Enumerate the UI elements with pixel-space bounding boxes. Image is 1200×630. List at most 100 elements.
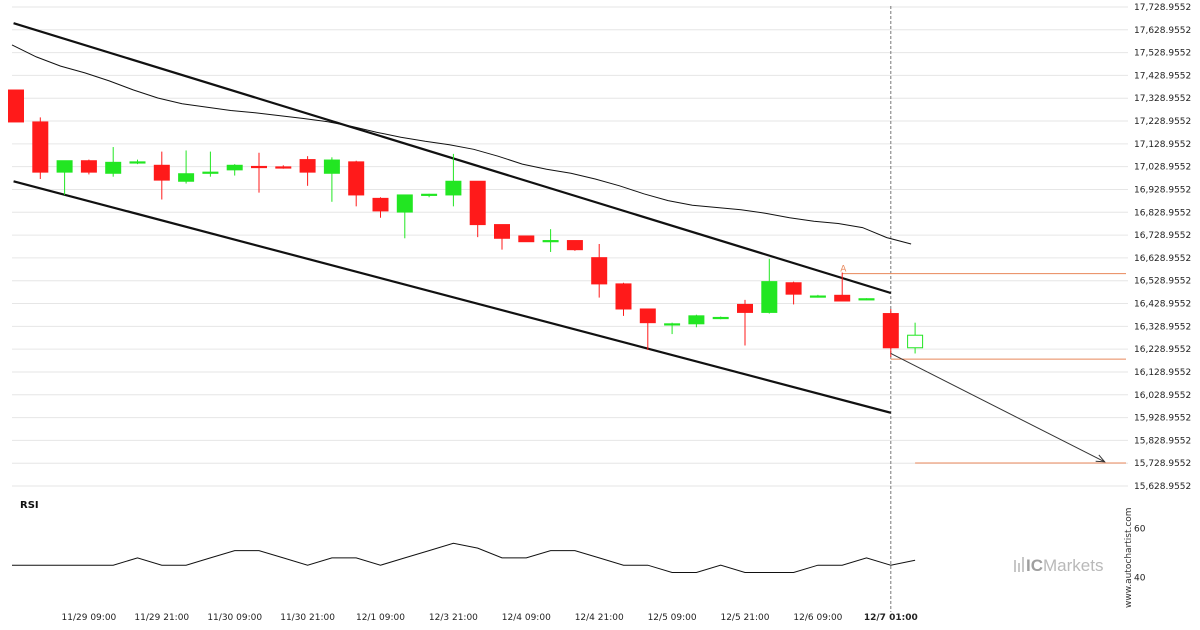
candle-body: [421, 193, 438, 196]
candle: [688, 314, 705, 328]
candle-body: [761, 281, 778, 313]
candle-body: [737, 303, 753, 313]
candle: [153, 151, 170, 200]
candle: [129, 159, 146, 165]
trend-channel: [13, 22, 892, 414]
time-tick-label: 12/4 09:00: [502, 613, 551, 623]
candle: [80, 159, 97, 175]
price-tick-label: 16,328.9552: [1134, 322, 1191, 332]
watermark: www.autochartist.com ICMarkets: [1014, 507, 1134, 608]
price-tick-label: 16,928.9552: [1134, 185, 1191, 195]
brand-name: ICMarkets: [1026, 556, 1103, 575]
time-axis: 11/29 09:00 11/29 21:00 11/30 09:00 11/30 2…: [62, 613, 918, 623]
candle-body: [348, 161, 365, 196]
rsi-tick-label: 60: [1134, 525, 1146, 535]
candle-body: [323, 159, 340, 174]
brand-logo-mark: [1018, 563, 1020, 572]
time-tick-label: 11/29 21:00: [134, 613, 189, 623]
candle: [858, 298, 875, 301]
candle-body: [129, 161, 146, 164]
time-tick-label: 11/30 21:00: [280, 613, 335, 623]
candle: [275, 165, 292, 169]
candle-body: [8, 89, 24, 123]
brand-suffix: Markets: [1043, 556, 1103, 575]
candle-body: [153, 164, 170, 181]
price-tick-label: 16,728.9552: [1134, 231, 1191, 241]
rsi-panel: RSI 60 40: [12, 500, 1146, 583]
candle-body: [615, 283, 632, 310]
brand-logo: ICMarkets: [1014, 556, 1103, 575]
candle: [421, 193, 438, 198]
candle-body: [518, 235, 535, 243]
candle-body: [445, 180, 462, 196]
brand-logo-mark: [1022, 557, 1024, 572]
candle-body: [834, 294, 851, 302]
forecast-arrow-line: [890, 353, 1105, 463]
candle: [591, 243, 608, 298]
candle: [712, 316, 729, 320]
price-tick-label: 17,028.9552: [1134, 163, 1191, 173]
price-tick-label: 16,428.9552: [1134, 300, 1191, 310]
candle: [105, 147, 122, 177]
candle: [445, 153, 462, 207]
candle-body: [299, 159, 316, 173]
candle-body: [275, 166, 292, 169]
candle-body: [858, 298, 875, 301]
price-tick-label: 17,228.9552: [1134, 117, 1191, 127]
price-tick-label: 17,528.9552: [1134, 49, 1191, 59]
candle-body: [396, 194, 413, 213]
price-tick-label: 15,828.9552: [1134, 436, 1191, 446]
candle-body: [688, 315, 705, 325]
candle: [518, 235, 535, 243]
price-grid: [12, 6, 1128, 487]
time-tick-label: 12/7 01:00: [864, 613, 918, 623]
candle: [664, 322, 681, 335]
forecast-arrow: [890, 353, 1106, 463]
price-tick-label: 17,328.9552: [1134, 94, 1191, 104]
watermark-site: www.autochartist.com: [1124, 507, 1134, 608]
candle-body: [32, 121, 49, 173]
price-tick-label: 16,828.9552: [1134, 208, 1191, 218]
moving-average-line: [11, 44, 912, 245]
candle-body: [251, 165, 267, 169]
candle: [834, 272, 851, 302]
candle: [226, 164, 243, 176]
candle: [494, 224, 510, 250]
candle: [469, 180, 486, 238]
candle: [32, 117, 49, 179]
rsi-tick-label: 40: [1134, 573, 1146, 583]
rsi-line: [12, 542, 916, 573]
time-tick-label: 12/5 09:00: [648, 613, 697, 623]
price-tick-label: 17,128.9552: [1134, 140, 1191, 150]
candle: [8, 89, 24, 123]
candle-body: [56, 160, 73, 173]
candle-body: [566, 240, 583, 251]
candle: [396, 194, 413, 239]
brand-prefix: IC: [1026, 556, 1043, 575]
candle: [348, 160, 365, 207]
candle: [737, 299, 753, 346]
candle-body: [664, 323, 681, 326]
brand-logo-mark: [1014, 560, 1016, 572]
price-levels: A: [840, 265, 1126, 464]
candle: [323, 157, 340, 202]
time-tick-label: 12/4 21:00: [575, 613, 624, 623]
candle-body: [542, 240, 559, 243]
price-tick-label: 16,528.9552: [1134, 277, 1191, 287]
candle: [372, 197, 389, 218]
candle-body: [178, 173, 195, 182]
channel-lower-line: [13, 180, 892, 414]
price-tick-label: 17,428.9552: [1134, 71, 1191, 81]
candles: [8, 89, 924, 357]
candle-body: [105, 161, 122, 174]
price-tick-label: 15,928.9552: [1134, 414, 1191, 424]
candle: [785, 281, 802, 305]
candle-body: [80, 160, 97, 173]
time-tick-label: 12/6 09:00: [793, 613, 842, 623]
candle-body: [639, 308, 656, 324]
candle: [542, 229, 559, 252]
candle: [761, 258, 778, 314]
price-tick-label: 16,228.9552: [1134, 345, 1191, 355]
candle-body: [494, 224, 510, 239]
